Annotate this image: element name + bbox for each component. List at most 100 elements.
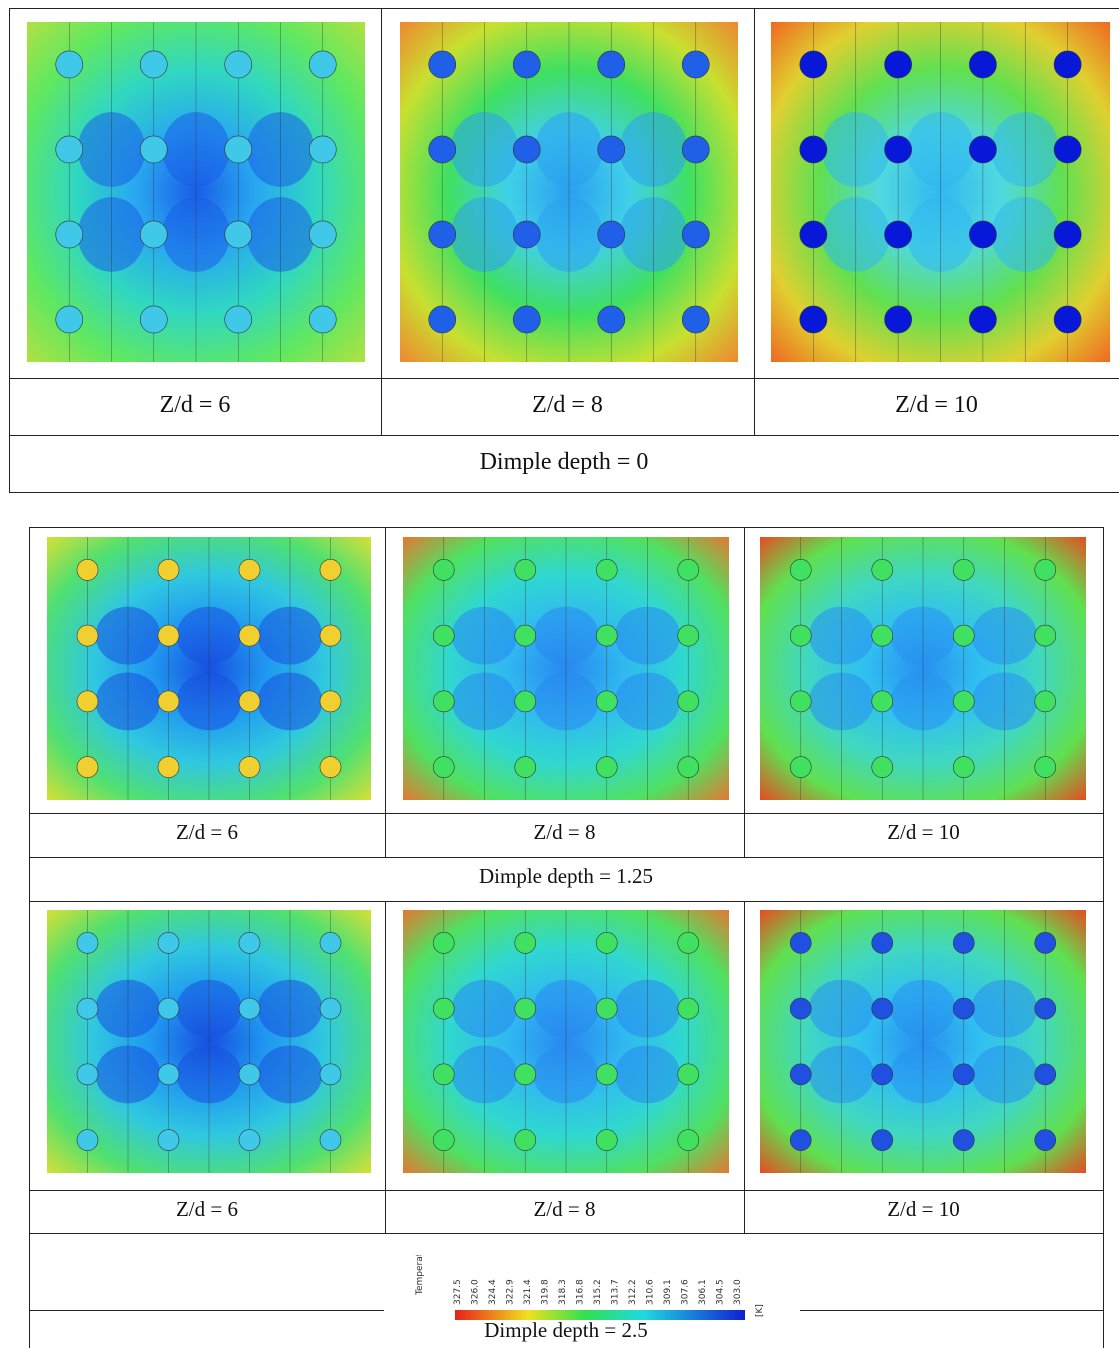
jet (596, 1130, 617, 1151)
jet (140, 51, 167, 78)
jet (885, 306, 912, 333)
jet (1035, 998, 1056, 1019)
jet (678, 998, 699, 1019)
jet (1035, 625, 1056, 646)
label: Z/d = 8 (385, 820, 744, 845)
jet (682, 51, 709, 78)
figure: Z/d = 6 Z/d = 8 Z/d = 10 Dimple depth = … (0, 0, 1119, 1348)
contour (403, 537, 729, 800)
label: Z/d = 8 (385, 1197, 744, 1222)
jet (56, 51, 83, 78)
label: Z/d = 6 (9, 392, 381, 419)
jet (1054, 136, 1081, 163)
jet (953, 998, 974, 1019)
jet (953, 691, 974, 712)
jet (158, 691, 179, 712)
jet (596, 1064, 617, 1085)
jet (513, 51, 540, 78)
contour-image (27, 22, 365, 362)
rule (381, 8, 382, 435)
jet (515, 559, 536, 580)
rule (385, 527, 386, 857)
jet (158, 1064, 179, 1085)
rule (744, 901, 745, 1233)
rule (29, 1233, 1103, 1234)
rule (29, 901, 1103, 902)
legend-tick: 306.1 (698, 1279, 708, 1305)
jet (969, 136, 996, 163)
rule (29, 1190, 1103, 1191)
jet (596, 757, 617, 778)
jet (1054, 306, 1081, 333)
label: Z/d = 6 (29, 820, 385, 845)
rule (385, 901, 386, 1233)
jet (158, 625, 179, 646)
rule (29, 857, 1103, 858)
jet (678, 1064, 699, 1085)
jet (239, 559, 260, 580)
jet (596, 559, 617, 580)
contour-image (47, 537, 371, 800)
jet (77, 1130, 98, 1151)
jet (320, 932, 341, 953)
jet (596, 625, 617, 646)
color-legend: Temperature Contour 1327.5326.0324.4322.… (400, 1255, 800, 1325)
jet (239, 1130, 260, 1151)
legend-unit: [K] (755, 1304, 765, 1317)
jet (320, 559, 341, 580)
legend-tick: 303.0 (733, 1279, 743, 1305)
jet (885, 51, 912, 78)
jet (1035, 932, 1056, 953)
jet (77, 998, 98, 1019)
jet (800, 221, 827, 248)
jet (596, 932, 617, 953)
contour (403, 910, 729, 1173)
jet (433, 691, 454, 712)
contour (47, 910, 371, 1173)
jet (77, 757, 98, 778)
jet (872, 625, 893, 646)
jet (872, 1064, 893, 1085)
jet (513, 136, 540, 163)
caption: Dimple depth = 0 (9, 449, 1119, 476)
jet (433, 932, 454, 953)
jet (158, 998, 179, 1019)
contour-image (400, 22, 738, 362)
jet (320, 1064, 341, 1085)
legend-tick: 326.0 (471, 1279, 481, 1305)
jet (515, 932, 536, 953)
jet (225, 136, 252, 163)
jet (140, 306, 167, 333)
label: Z/d = 10 (754, 392, 1119, 419)
jet (598, 51, 625, 78)
rule (9, 435, 1119, 436)
contour (760, 910, 1086, 1173)
jet (790, 691, 811, 712)
jet (429, 136, 456, 163)
jet (158, 757, 179, 778)
jet (598, 136, 625, 163)
jet (239, 932, 260, 953)
rule (9, 378, 1119, 379)
jet (800, 306, 827, 333)
jet (239, 998, 260, 1019)
legend-tick: 310.6 (646, 1279, 656, 1305)
contour-image (47, 910, 371, 1173)
jet (1035, 1130, 1056, 1151)
jet (678, 932, 699, 953)
jet (225, 221, 252, 248)
jet (429, 51, 456, 78)
jet (885, 221, 912, 248)
jet (239, 1064, 260, 1085)
rule (744, 527, 745, 857)
jet (433, 757, 454, 778)
jet (320, 757, 341, 778)
jet (140, 136, 167, 163)
jet (790, 932, 811, 953)
jet (1035, 559, 1056, 580)
contour (27, 22, 365, 362)
jet (77, 1064, 98, 1085)
jet (969, 51, 996, 78)
legend-tick: 313.7 (611, 1279, 621, 1305)
jet (872, 932, 893, 953)
